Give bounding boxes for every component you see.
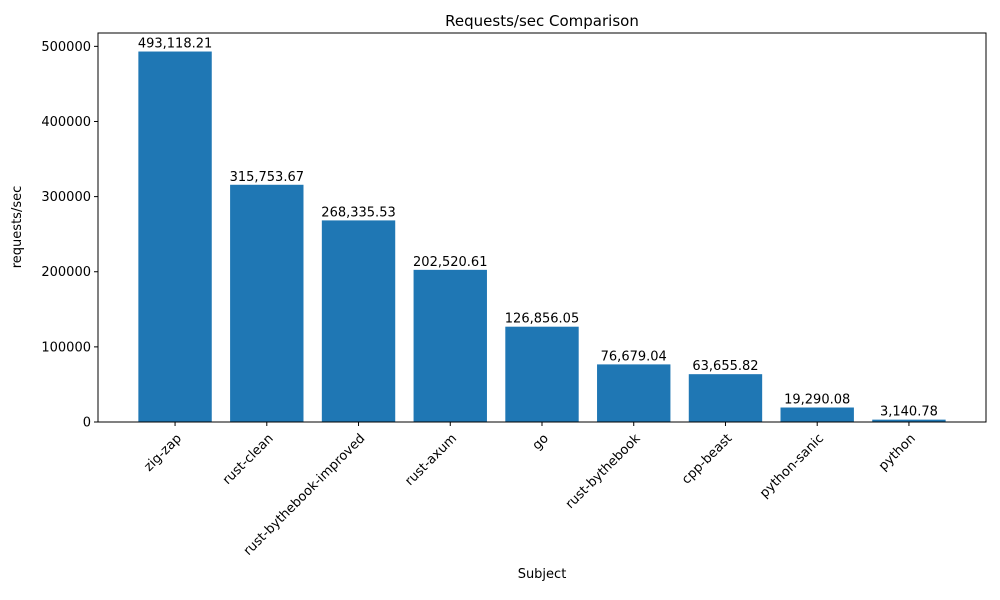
bar-rust-bythebook-improved — [321, 220, 396, 422]
x-tick-label: go — [530, 431, 552, 453]
x-tick-label: python — [876, 431, 919, 474]
bar-zig-zap — [138, 51, 212, 423]
x-tick-label: python-sanic — [757, 431, 827, 501]
y-tick-label: 0 — [83, 416, 91, 431]
bar-value-label: 268,335.53 — [321, 205, 395, 220]
x-tick-label: cpp-beast — [679, 431, 735, 487]
bar-rust-clean — [230, 184, 304, 422]
y-tick-label: 500000 — [41, 40, 91, 55]
x-tick-label: rust-bythebook — [563, 431, 644, 512]
bar-value-label: 202,520.61 — [413, 255, 487, 270]
x-tick-label: zig-zap — [141, 431, 184, 474]
x-tick-label: rust-clean — [220, 431, 277, 488]
bar-cpp-beast — [688, 374, 763, 422]
bar-value-label: 315,753.67 — [230, 170, 304, 185]
bar-rust-bythebook — [597, 364, 671, 422]
bar-value-label: 76,679.04 — [601, 349, 667, 364]
y-tick-label: 300000 — [41, 190, 91, 205]
y-tick-label: 200000 — [41, 265, 91, 280]
x-tick-label: rust-axum — [402, 431, 460, 489]
bar-rust-axum — [413, 269, 487, 422]
bar-value-label: 19,290.08 — [784, 393, 850, 408]
bar-go — [505, 326, 579, 422]
bar-python-sanic — [780, 407, 854, 422]
bar-value-label: 493,118.21 — [138, 37, 212, 52]
plot-area: 493,118.21 315,753.67 268,335.53 202,520.61… — [41, 32, 987, 559]
bar-python — [872, 419, 946, 422]
bar-value-label: 126,856.05 — [505, 312, 579, 327]
y-tick-label: 400000 — [41, 115, 91, 130]
bar-value-label: 63,655.82 — [692, 359, 758, 374]
x-axis-label: Subject — [518, 567, 567, 582]
y-tick-label: 100000 — [41, 340, 91, 355]
y-axis-label: requests/sec — [10, 186, 25, 269]
chart-title: Requests/sec Comparison — [445, 12, 639, 30]
bar-value-label: 3,140.78 — [880, 405, 938, 420]
